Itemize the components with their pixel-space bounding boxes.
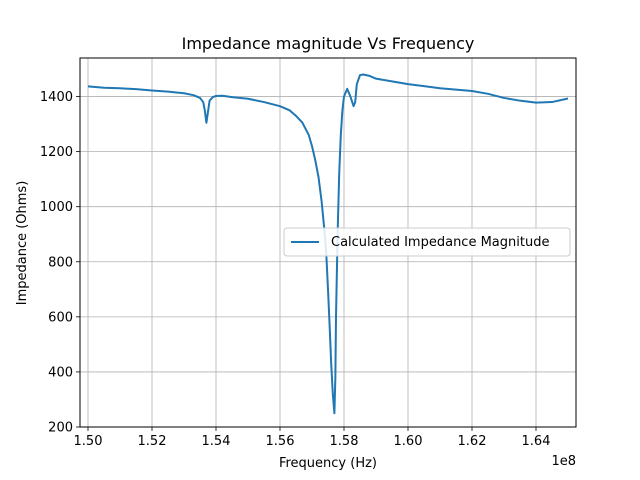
- y-tick-label: 400: [48, 365, 73, 380]
- y-tick-label: 1200: [40, 145, 73, 160]
- x-tick-label: 1.54: [202, 434, 231, 449]
- legend-box: [283, 227, 571, 257]
- x-tick-label: 1.58: [330, 434, 359, 449]
- y-tick-label: 1000: [40, 200, 73, 215]
- y-axis-label: Impedance (Ohms): [15, 181, 30, 306]
- x-tick-label: 1.52: [138, 434, 167, 449]
- x-axis-label: Frequency (Hz): [279, 456, 377, 471]
- x-tick-label: 1.62: [458, 434, 487, 449]
- x-tick-label: 1.56: [266, 434, 295, 449]
- y-tick-label: 800: [48, 255, 73, 270]
- y-tick-label: 1400: [40, 90, 73, 105]
- y-tick-label: 600: [48, 310, 73, 325]
- plot-area-frame: [79, 57, 577, 428]
- legend: Calculated Impedance Magnitude: [283, 227, 571, 257]
- y-tick-label: 200: [48, 421, 73, 436]
- x-tick-label: 1.50: [74, 434, 103, 449]
- x-tick-label: 1.60: [394, 434, 423, 449]
- series-layer: [87, 73, 569, 415]
- legend-label: Calculated Impedance Magnitude: [331, 235, 549, 250]
- x-axis-offset-text: 1e8: [551, 454, 576, 469]
- x-tick-label: 1.64: [522, 434, 551, 449]
- series-line-0: [87, 73, 569, 415]
- axis-ticks: 1.50 1.52 1.54 1.56 1.58 1.60 1.62 1.64 200 400 60…: [40, 90, 551, 449]
- chart-title: Impedance magnitude Vs Frequency: [182, 34, 475, 53]
